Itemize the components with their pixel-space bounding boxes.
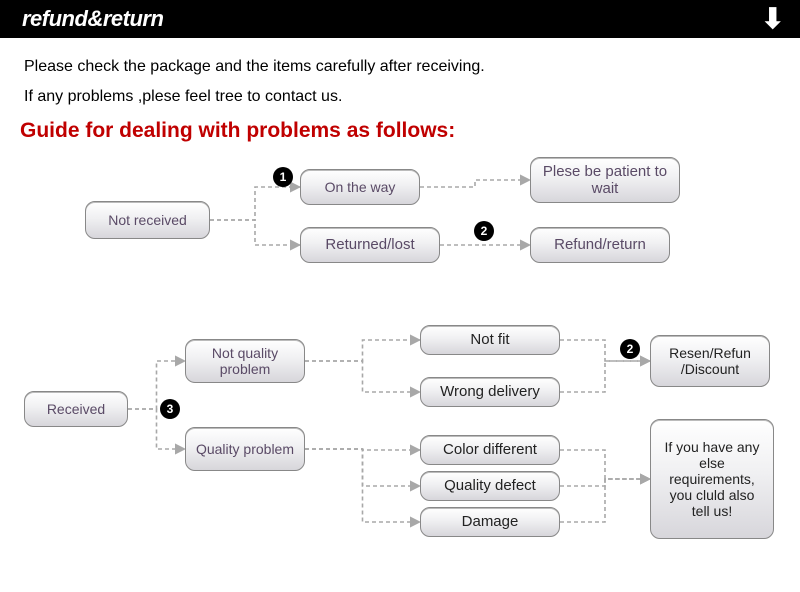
flow-node-on_the_way: On the way <box>300 169 420 205</box>
flow-edge-not_quality-not_fit <box>305 340 420 361</box>
flow-node-returned_lost: Returned/lost <box>300 227 440 263</box>
flow-node-else_req: If you have any else requirements, you c… <box>650 419 774 539</box>
flow-edge-damage-else_req <box>560 479 650 522</box>
down-arrow-icon: ⬇ <box>761 5 784 33</box>
flow-node-damage: Damage <box>420 507 560 537</box>
flow-edge-quality-quality_defect <box>305 449 420 486</box>
flowchart-canvas: Not received On the way Plese be patient t… <box>0 149 800 549</box>
flow-badge-b4: 2 <box>620 339 640 359</box>
flow-edge-not_received-returned_lost <box>210 220 300 245</box>
flow-edge-not_received-on_the_way <box>210 187 300 220</box>
flow-edge-quality-damage <box>305 449 420 522</box>
intro-text: Please check the package and the items c… <box>0 38 800 117</box>
flow-badge-b1: 1 <box>273 167 293 187</box>
intro-line-1: Please check the package and the items c… <box>24 52 776 82</box>
flow-edge-quality_defect-else_req <box>560 479 650 486</box>
header-bar: refund&return ⬇ <box>0 0 800 38</box>
intro-line-2: If any problems ,plese feel tree to cont… <box>24 82 776 112</box>
flow-node-quality: Quality problem <box>185 427 305 471</box>
flow-node-resend: Resen/Refun /Discount <box>650 335 770 387</box>
flow-edge-on_the_way-patient <box>420 180 530 187</box>
header-title: refund&return <box>22 6 163 32</box>
guide-title: Guide for dealing with problems as follo… <box>0 117 800 149</box>
flow-edge-quality-color_diff <box>305 449 420 450</box>
flow-node-color_diff: Color different <box>420 435 560 465</box>
flow-edge-color_diff-else_req <box>560 450 650 479</box>
flow-badge-b3: 3 <box>160 399 180 419</box>
flow-node-not_received: Not received <box>85 201 210 239</box>
flow-node-received: Received <box>24 391 128 427</box>
flow-node-not_fit: Not fit <box>420 325 560 355</box>
flow-edge-not_quality-wrong_delivery <box>305 361 420 392</box>
flow-node-wrong_delivery: Wrong delivery <box>420 377 560 407</box>
flow-node-refund_return: Refund/return <box>530 227 670 263</box>
flow-node-quality_defect: Quality defect <box>420 471 560 501</box>
flow-edge-wrong_delivery-resend <box>560 361 650 392</box>
flow-badge-b2: 2 <box>474 221 494 241</box>
flow-node-patient: Plese be patient to wait <box>530 157 680 203</box>
flow-node-not_quality: Not quality problem <box>185 339 305 383</box>
